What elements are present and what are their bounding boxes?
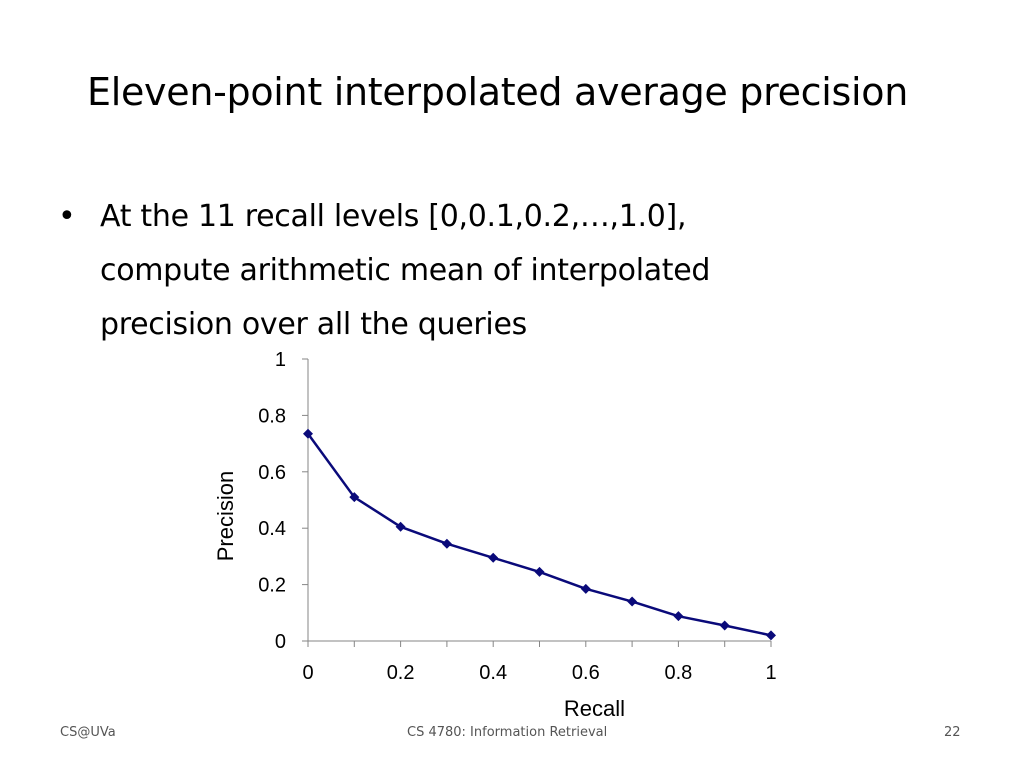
y-tick-label: 0.2 (258, 575, 286, 597)
y-tick-label: 0.4 (258, 518, 286, 540)
data-point-marker (303, 428, 313, 439)
bullet-line: precision over all the queries (100, 307, 527, 342)
data-point-marker (534, 566, 545, 577)
data-point-marker (627, 596, 638, 607)
page-number: 22 (944, 725, 961, 740)
bullet-line: compute arithmetic mean of interpolated (100, 253, 711, 288)
y-tick-label: 1 (275, 349, 286, 371)
y-tick-label: 0.6 (258, 462, 286, 484)
data-point-marker (395, 521, 406, 532)
data-point-marker (673, 611, 684, 622)
data-point-marker (719, 620, 730, 631)
data-point-marker (580, 583, 591, 594)
data-point-marker (349, 492, 360, 503)
bullet-marker: • (58, 199, 76, 234)
footer-center: CS 4780: Information Retrieval (407, 725, 608, 740)
x-tick-label: 1 (765, 662, 776, 684)
x-tick-label: 0.2 (387, 662, 415, 684)
y-tick-label: 0 (275, 631, 286, 653)
data-point-marker (441, 538, 452, 549)
x-tick-label: 0 (302, 662, 313, 684)
y-tick-label: 0.8 (258, 405, 286, 427)
bullet-text: At the 11 recall levels [0,0.1,0.2,…,1.0… (100, 190, 918, 352)
bullet-line: At the 11 recall levels [0,0.1,0.2,…,1.0… (100, 199, 687, 234)
footer-left: CS@UVa (60, 725, 116, 740)
y-axis-title: Precision (213, 471, 238, 561)
bullet-list: • At the 11 recall levels [0,0.1,0.2,…,1… (58, 190, 918, 352)
series-line (306, 432, 772, 637)
data-point-marker (766, 630, 776, 641)
x-tick-label: 0.4 (479, 662, 507, 684)
slide-title: Eleven-point interpolated average precis… (87, 70, 909, 114)
data-point-marker (488, 552, 499, 563)
x-tick-label: 0.8 (664, 662, 692, 684)
x-axis-title: Recall (564, 696, 625, 721)
x-tick-label: 0.6 (572, 662, 600, 684)
